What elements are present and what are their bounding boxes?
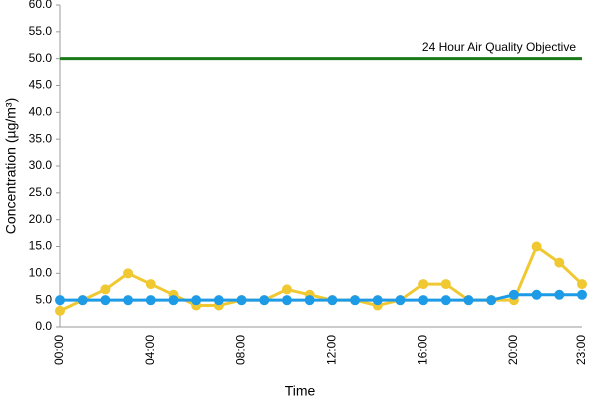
data-point xyxy=(577,289,587,300)
data-point xyxy=(304,295,315,306)
data-point xyxy=(440,279,451,290)
y-axis-title: Concentration (µg/m³) xyxy=(3,98,19,234)
y-tick-label: 45.0 xyxy=(29,78,53,92)
data-point xyxy=(327,295,338,306)
data-point xyxy=(577,279,587,290)
data-point xyxy=(191,295,202,306)
data-point xyxy=(55,305,65,316)
x-tick-label: 00:00 xyxy=(52,335,66,365)
data-point xyxy=(145,295,156,306)
data-point xyxy=(55,295,65,306)
data-point xyxy=(486,295,497,306)
x-tick-label: 23:00 xyxy=(574,335,588,365)
data-point xyxy=(123,295,134,306)
data-point xyxy=(372,295,383,306)
data-point xyxy=(236,295,247,306)
y-tick-label: 10.0 xyxy=(29,266,53,280)
x-tick-label: 04:00 xyxy=(143,335,157,365)
reference-label: 24 Hour Air Quality Objective xyxy=(422,40,576,54)
y-tick-label: 40.0 xyxy=(29,105,53,119)
data-point xyxy=(77,295,88,306)
x-tick-label: 20:00 xyxy=(506,335,520,365)
data-point xyxy=(463,295,474,306)
x-tick-label: 12:00 xyxy=(325,335,339,365)
x-tick-label: 08:00 xyxy=(234,335,248,365)
x-tick-label: 16:00 xyxy=(415,335,429,365)
data-point xyxy=(281,295,292,306)
x-axis-title: Time xyxy=(285,383,316,399)
data-point xyxy=(554,289,565,300)
y-tick-label: 5.0 xyxy=(35,292,52,306)
data-point xyxy=(531,241,542,252)
data-point xyxy=(350,295,361,306)
y-tick-label: 20.0 xyxy=(29,212,53,226)
y-tick-label: 35.0 xyxy=(29,131,53,145)
y-tick-label: 50.0 xyxy=(29,51,53,65)
data-point xyxy=(100,295,111,306)
data-point xyxy=(508,289,519,300)
data-point xyxy=(531,289,542,300)
y-tick-label: 30.0 xyxy=(29,158,53,172)
data-point xyxy=(395,295,406,306)
data-point xyxy=(123,268,134,279)
data-point xyxy=(418,295,429,306)
y-tick-label: 0.0 xyxy=(35,319,52,333)
y-tick-label: 15.0 xyxy=(29,239,53,253)
data-point xyxy=(418,279,429,290)
y-tick-label: 60.0 xyxy=(29,0,53,11)
y-tick-label: 25.0 xyxy=(29,185,53,199)
data-point xyxy=(168,295,179,306)
data-point xyxy=(100,284,111,295)
data-point xyxy=(145,279,156,290)
data-point xyxy=(554,257,565,268)
data-point xyxy=(440,295,451,306)
data-point xyxy=(213,295,224,306)
y-tick-label: 55.0 xyxy=(29,24,53,38)
data-point xyxy=(259,295,270,306)
data-point xyxy=(281,284,292,295)
